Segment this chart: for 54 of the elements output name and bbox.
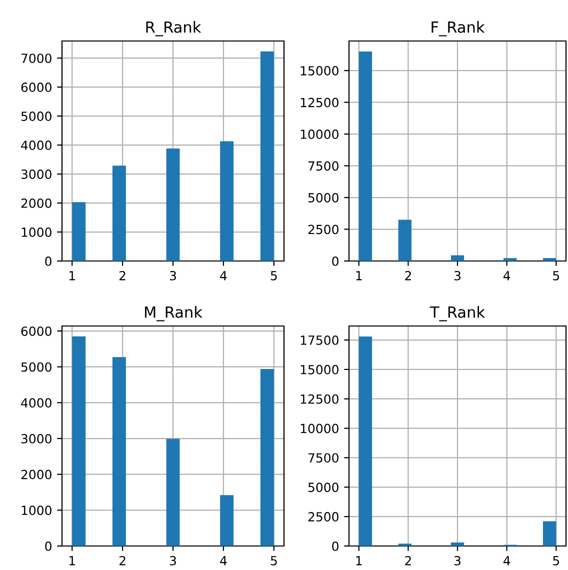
x-tick-label: 3 <box>454 270 460 280</box>
y-tick-label: 2000 <box>21 198 52 208</box>
y-tick-label: 2000 <box>21 470 52 480</box>
y-tick-label: 15000 <box>300 66 338 76</box>
x-tick-label: 3 <box>170 556 176 566</box>
y-tick-label: 1000 <box>22 506 52 516</box>
y-tick-label: 10000 <box>300 424 338 434</box>
x-tick-label: 2 <box>405 556 411 566</box>
chart-title: M_Rank <box>145 306 202 322</box>
y-tick-label: 5000 <box>21 112 52 121</box>
x-tick-label: 2 <box>405 270 411 280</box>
y-tick-label: 5000 <box>308 193 338 202</box>
y-tick-label: 4000 <box>21 140 52 150</box>
y-tick-label: 2500 <box>308 512 338 522</box>
chart-title: T_Rank <box>430 306 486 322</box>
x-tick-label: 4 <box>220 556 227 566</box>
x-tick-label: 5 <box>553 556 560 566</box>
y-tick-label: 2500 <box>308 224 338 234</box>
y-tick-label: 5000 <box>21 362 52 372</box>
y-tick-label: 0 <box>45 541 52 551</box>
y-tick-label: 3000 <box>21 170 52 179</box>
x-tick-label: 3 <box>454 556 460 566</box>
x-tick-label: 1 <box>69 556 75 566</box>
x-tick-label: 1 <box>356 556 362 566</box>
y-tick-label: 12500 <box>300 394 338 404</box>
x-tick-label: 4 <box>503 271 510 280</box>
y-tick-label: 4000 <box>21 398 52 408</box>
y-tick-label: 7000 <box>21 54 52 64</box>
x-tick-label: 5 <box>270 271 277 280</box>
y-tick-label: 12500 <box>300 98 338 108</box>
y-tick-label: 15000 <box>300 364 338 374</box>
y-tick-label: 3000 <box>21 434 52 444</box>
y-tick-label: 6000 <box>21 326 52 336</box>
y-tick-label: 5000 <box>308 482 338 492</box>
y-tick-label: 6000 <box>21 82 52 92</box>
x-tick-label: 4 <box>503 556 510 566</box>
chart-title: R_Rank <box>146 21 202 36</box>
x-tick-label: 5 <box>553 271 560 280</box>
x-tick-label: 3 <box>170 270 176 280</box>
x-tick-label: 2 <box>119 556 126 566</box>
y-tick-label: 0 <box>332 541 338 551</box>
y-tick-label: 10000 <box>300 130 338 139</box>
x-tick-label: 4 <box>220 271 227 280</box>
x-tick-label: 1 <box>356 271 362 280</box>
y-tick-label: 1000 <box>22 227 52 237</box>
x-tick-label: 1 <box>69 271 75 280</box>
x-tick-label: 5 <box>270 556 277 566</box>
y-tick-label: 17500 <box>300 335 338 345</box>
y-tick-label: 7500 <box>308 161 338 171</box>
y-tick-label: 7500 <box>308 453 338 463</box>
x-tick-label: 2 <box>119 270 126 280</box>
y-tick-label: 0 <box>45 256 52 266</box>
chart-title: F_Rank <box>432 21 485 36</box>
y-tick-label: 0 <box>332 256 338 266</box>
